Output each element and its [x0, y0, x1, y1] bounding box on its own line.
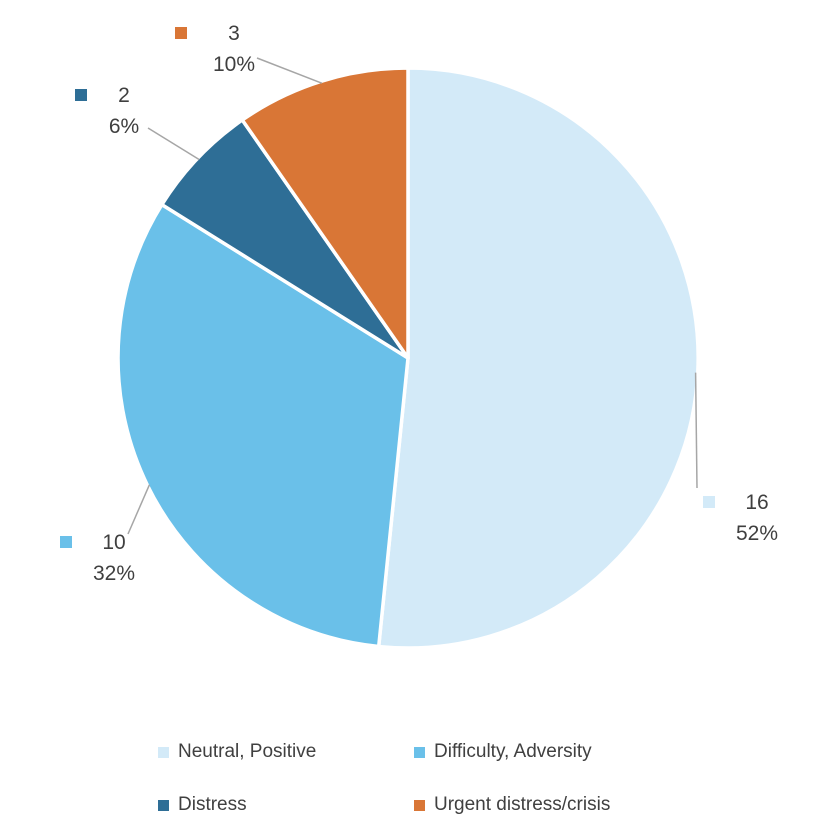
data-label-value: 10 — [102, 531, 126, 554]
data-label-percent: 32% — [92, 562, 136, 585]
legend-label: Urgent distress/crisis — [434, 794, 611, 815]
leader-line — [694, 372, 698, 489]
data-label-neutral-positive: 16 52% — [703, 487, 787, 549]
data-label-value: 16 — [745, 491, 769, 514]
data-label-distress: 2 6% — [75, 80, 149, 142]
data-label-difficulty-adversity: 10 32% — [60, 527, 144, 589]
legend-marker-icon — [414, 746, 425, 758]
legend-item-neutral-positive: Neutral, Positive — [158, 740, 414, 764]
data-label-value: 3 — [228, 22, 240, 45]
leader-line — [147, 127, 200, 161]
legend-marker-icon — [158, 746, 169, 758]
data-label-percent: 52% — [735, 522, 779, 545]
leader-line — [127, 484, 151, 535]
pie-chart — [116, 57, 700, 650]
data-label-percent: 10% — [212, 53, 256, 76]
legend-label: Difficulty, Adversity — [434, 741, 592, 762]
data-label-value: 2 — [118, 84, 130, 107]
leader-line — [256, 57, 323, 84]
pie-slice — [116, 202, 410, 649]
legend-label: Distress — [178, 794, 247, 815]
data-label-urgent-distress-crisis: 3 10% — [175, 18, 269, 80]
legend-item-difficulty-adversity: Difficulty, Adversity — [414, 740, 610, 764]
legend-marker-icon — [414, 799, 425, 811]
legend-item-distress: Distress — [158, 793, 414, 817]
legend-label: Neutral, Positive — [178, 741, 317, 762]
series-marker-icon — [75, 89, 87, 101]
series-marker-icon — [175, 27, 187, 39]
legend-marker-icon — [158, 799, 169, 811]
data-label-percent: 6% — [108, 115, 140, 138]
chart-legend: Neutral, Positive Difficulty, Adversity … — [158, 740, 610, 817]
series-marker-icon — [703, 496, 715, 508]
legend-item-urgent-distress-crisis: Urgent distress/crisis — [414, 793, 610, 817]
pie-slice — [240, 66, 410, 360]
series-marker-icon — [60, 536, 72, 548]
pie-slice — [376, 66, 700, 650]
